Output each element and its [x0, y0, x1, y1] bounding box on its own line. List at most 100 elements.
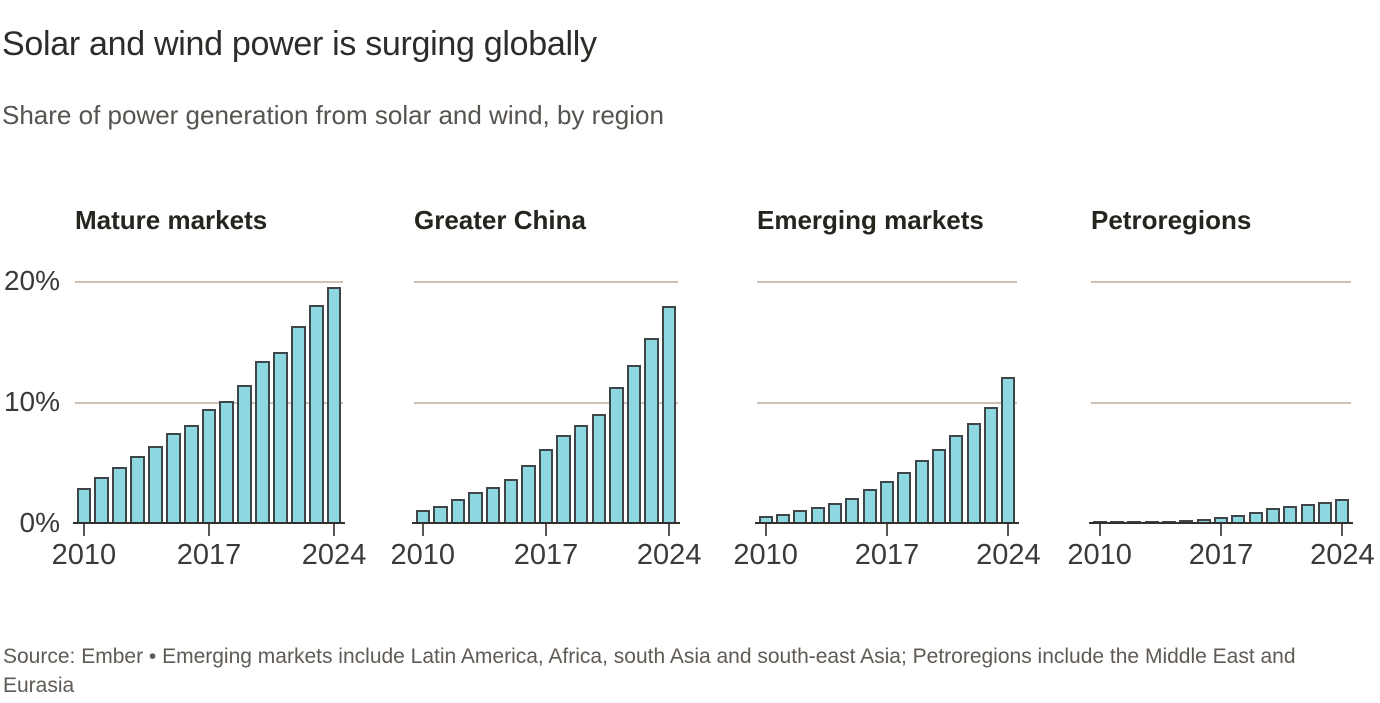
- bar-emerging-markets-2022: [966, 422, 981, 523]
- panel-title-mature-markets: Mature markets: [75, 205, 268, 235]
- x-axis-baseline: [412, 522, 680, 524]
- gridline-10pct: [75, 402, 343, 404]
- bar-emerging-markets-2018: [897, 472, 912, 523]
- x-tick-2017: [208, 523, 210, 536]
- bar-emerging-markets-2021: [949, 434, 964, 523]
- bar-mature-markets-2014: [147, 445, 163, 523]
- y-axis-label-10: 10%: [3, 386, 60, 417]
- bar-emerging-markets-2014: [827, 503, 843, 523]
- chart-panel-mature-markets: Mature markets 2010 2017 2024: [52, 205, 367, 595]
- plot-area-greater-china: [412, 281, 680, 524]
- x-axis-label-2017: 2017: [176, 539, 242, 571]
- x-axis-label-2017: 2017: [854, 539, 920, 571]
- bar-petroregions-2017: [1213, 516, 1229, 523]
- x-tick-2010: [82, 523, 85, 536]
- x-tick-2024: [333, 523, 336, 536]
- x-axis-label-2017: 2017: [1188, 539, 1254, 571]
- charts-area: 20% 10% 0% Mature markets 2010 2017 2024 Greate…: [0, 205, 1380, 595]
- gridline-20pct: [1091, 281, 1351, 283]
- bar-greater-china-2014: [485, 486, 501, 523]
- x-axis-label-2024: 2024: [636, 539, 702, 571]
- panel-title-greater-china: Greater China: [414, 205, 586, 235]
- x-axis-label-2024: 2024: [1310, 539, 1375, 571]
- plot-area-petroregions: [1089, 281, 1353, 524]
- x-axis-baseline: [755, 522, 1019, 524]
- x-axis-baseline: [1089, 522, 1353, 524]
- bar-mature-markets-2012: [112, 467, 128, 523]
- bar-mature-markets-2020: [255, 360, 271, 523]
- bar-greater-china-2019: [573, 425, 589, 523]
- bar-petroregions-2020: [1265, 508, 1281, 523]
- bar-greater-china-2016: [521, 464, 536, 523]
- bar-emerging-markets-2012: [793, 510, 808, 523]
- bar-mature-markets-2024: [326, 287, 342, 523]
- bar-petroregions-2018: [1231, 515, 1246, 523]
- chart-subtitle: Share of power generation from solar and…: [2, 100, 664, 130]
- bar-emerging-markets-2024: [1001, 376, 1016, 523]
- bar-emerging-markets-2017: [879, 480, 895, 523]
- bar-emerging-markets-2015: [845, 497, 860, 523]
- bar-mature-markets-2021: [273, 352, 288, 523]
- bar-petroregions-2021: [1283, 506, 1298, 523]
- bar-petroregions-2015: [1179, 519, 1194, 523]
- bar-petroregions-2024: [1335, 499, 1350, 523]
- bar-greater-china-2011: [433, 506, 448, 523]
- x-tick-2017: [886, 523, 888, 536]
- gridline-20pct: [757, 281, 1017, 283]
- bar-mature-markets-2016: [183, 425, 199, 523]
- x-axis-label-2010: 2010: [390, 539, 456, 571]
- x-axis-label-2010: 2010: [1067, 539, 1132, 571]
- bar-greater-china-2020: [591, 414, 607, 523]
- y-axis-label-20: 20%: [3, 265, 60, 296]
- bar-emerging-markets-2019: [914, 460, 929, 523]
- bar-greater-china-2018: [556, 434, 571, 523]
- chart-panel-emerging-markets: Emerging markets 2010 2017 2024: [733, 205, 1040, 595]
- bar-mature-markets-2015: [165, 433, 181, 523]
- bar-greater-china-2015: [503, 479, 519, 523]
- bar-greater-china-2013: [468, 491, 483, 523]
- bar-mature-markets-2019: [237, 385, 253, 523]
- bar-mature-markets-2022: [290, 325, 306, 523]
- bar-petroregions-2014: [1161, 520, 1177, 523]
- bar-petroregions-2023: [1317, 501, 1333, 523]
- source-note: Source: Ember • Emerging markets include…: [3, 645, 1296, 697]
- x-axis-label-2024: 2024: [976, 539, 1041, 571]
- x-tick-2024: [668, 523, 671, 536]
- x-tick-2024: [1007, 523, 1010, 536]
- bar-greater-china-2024: [661, 306, 677, 523]
- bar-emerging-markets-2013: [810, 507, 825, 523]
- y-axis-label-0: 0%: [19, 507, 60, 538]
- bar-greater-china-2023: [644, 337, 659, 523]
- bar-mature-markets-2013: [130, 456, 145, 523]
- x-tick-2010: [421, 523, 424, 536]
- x-axis-label-2017: 2017: [513, 539, 579, 571]
- x-axis-label-2010: 2010: [733, 539, 798, 571]
- x-tick-2010: [764, 523, 767, 536]
- chart-panel-greater-china: Greater China 2010 2017 2024: [391, 205, 702, 595]
- panel-title-petroregions: Petroregions: [1091, 205, 1252, 235]
- bar-mature-markets-2010: [76, 487, 92, 523]
- bar-greater-china-2010: [415, 509, 431, 523]
- gridline-10pct: [414, 402, 678, 404]
- panel-title-emerging-markets: Emerging markets: [757, 205, 984, 235]
- bar-greater-china-2021: [609, 387, 624, 523]
- x-axis-label-2024: 2024: [301, 539, 367, 571]
- bar-petroregions-2022: [1300, 503, 1315, 523]
- bar-petroregions-2019: [1248, 511, 1263, 523]
- bar-mature-markets-2011: [94, 477, 110, 523]
- gridline-20pct: [75, 281, 343, 283]
- bar-mature-markets-2018: [219, 400, 235, 523]
- bar-greater-china-2022: [626, 364, 642, 523]
- x-tick-2017: [1220, 523, 1222, 536]
- bar-mature-markets-2023: [308, 305, 324, 523]
- bar-emerging-markets-2016: [862, 489, 877, 523]
- page-title: Solar and wind power is surging globally: [2, 24, 597, 63]
- plot-area-emerging-markets: [755, 281, 1019, 524]
- bar-greater-china-2012: [450, 498, 466, 523]
- bar-emerging-markets-2010: [758, 515, 773, 523]
- bar-mature-markets-2017: [201, 409, 217, 523]
- x-tick-2024: [1341, 523, 1344, 536]
- gridline-10pct: [757, 402, 1017, 404]
- bar-emerging-markets-2011: [775, 513, 791, 523]
